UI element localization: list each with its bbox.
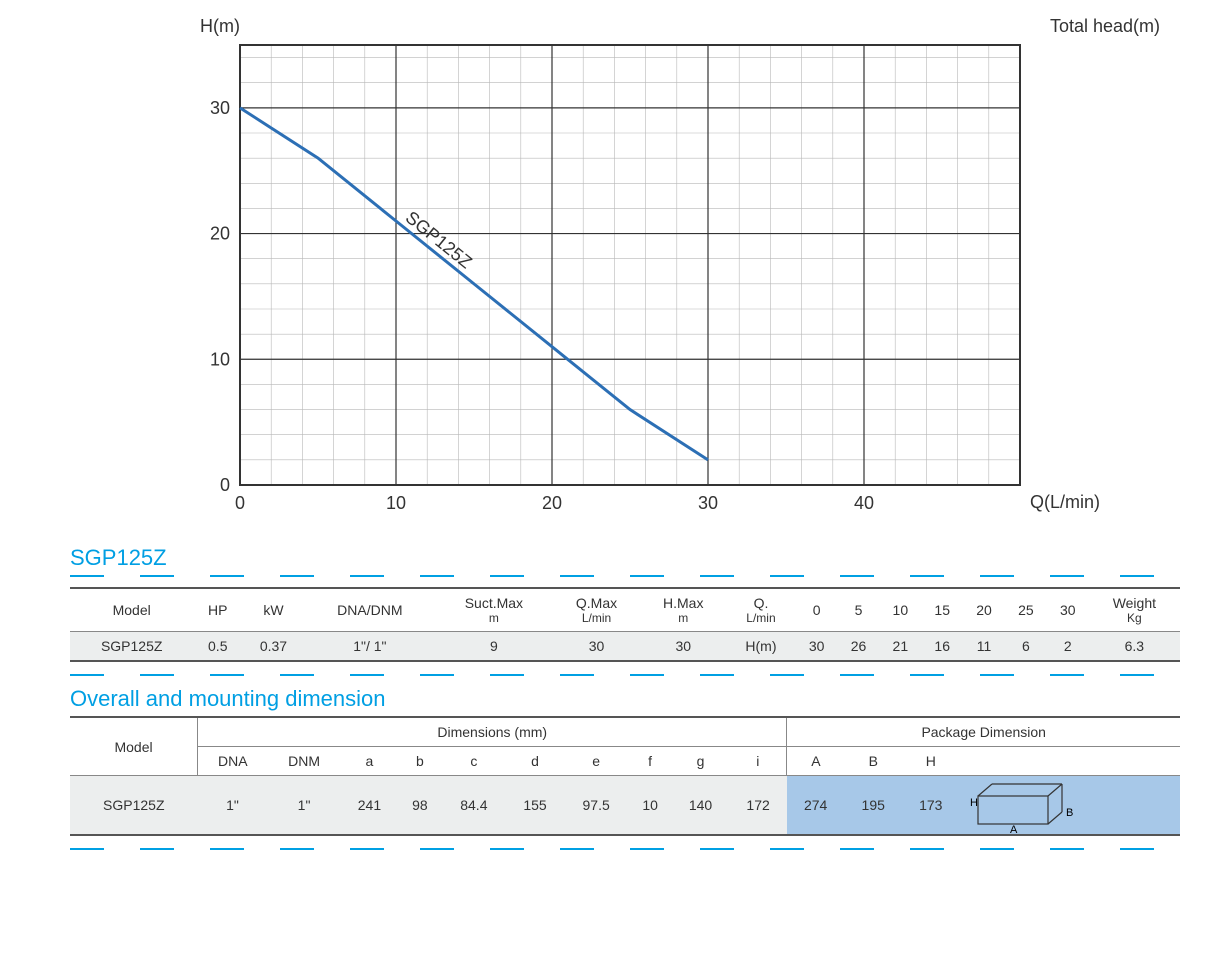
col-group-dimensions: Dimensions (mm) <box>198 717 787 747</box>
spec-col-9: 5 <box>838 589 880 632</box>
spec-col-1: HP <box>193 589 242 632</box>
spec-cell-3: 1"/ 1" <box>305 632 435 662</box>
spec-cell-4: 9 <box>435 632 553 662</box>
dim-cell-12: 195 <box>844 776 902 836</box>
dim-cell-5: 84.4 <box>442 776 507 836</box>
col-group-package: Package Dimension <box>787 717 1180 747</box>
svg-text:10: 10 <box>210 349 230 369</box>
spec-col-8: 0 <box>796 589 838 632</box>
spec-cell-0: SGP125Z <box>70 632 193 662</box>
spec-col-10: 10 <box>879 589 921 632</box>
svg-text:20: 20 <box>542 493 562 513</box>
spec-col-13: 25 <box>1005 589 1047 632</box>
dim-col-8: g <box>672 747 730 776</box>
spec-cell-10: 21 <box>879 632 921 662</box>
dim-cell-4: 98 <box>398 776 441 836</box>
divider-dash-icon <box>70 674 1180 676</box>
x-axis-label: Q(L/min) <box>1030 492 1100 513</box>
dim-col-7: f <box>628 747 671 776</box>
dim-cell-13: 173 <box>902 776 960 836</box>
spec-cell-7: H(m) <box>726 632 795 662</box>
section-title-dimensions: Overall and mounting dimension <box>70 686 1189 712</box>
dim-col-10: A <box>787 747 845 776</box>
spec-cell-2: 0.37 <box>242 632 305 662</box>
svg-text:0: 0 <box>220 475 230 495</box>
dim-col-9: i <box>729 747 787 776</box>
package-box-icon: H A B <box>960 776 1180 836</box>
dim-cell-9: 140 <box>672 776 730 836</box>
dim-cell-3: 241 <box>341 776 399 836</box>
dim-col-5: d <box>506 747 564 776</box>
spec-cell-11: 16 <box>921 632 963 662</box>
spec-col-6: H.Maxm <box>640 589 726 632</box>
dim-col-0: DNA <box>198 747 268 776</box>
dim-cell-10: 172 <box>729 776 787 836</box>
dim-cell-11: 274 <box>787 776 845 836</box>
spec-col-7: Q.L/min <box>726 589 795 632</box>
svg-text:0: 0 <box>235 493 245 513</box>
dim-cell-0: SGP125Z <box>70 776 198 836</box>
spec-col-2: kW <box>242 589 305 632</box>
dim-col-6: e <box>564 747 629 776</box>
spec-col-3: DNA/DNM <box>305 589 435 632</box>
dim-col-1: DNM <box>267 747 340 776</box>
svg-text:30: 30 <box>210 98 230 118</box>
spec-table: ModelHPkWDNA/DNMSuct.MaxmQ.MaxL/minH.Max… <box>70 587 1180 662</box>
dim-col-11: B <box>844 747 902 776</box>
svg-text:20: 20 <box>210 224 230 244</box>
spec-col-14: 30 <box>1047 589 1089 632</box>
spec-cell-6: 30 <box>640 632 726 662</box>
dim-col-3: b <box>398 747 441 776</box>
dim-cell-6: 155 <box>506 776 564 836</box>
svg-text:A: A <box>1010 824 1018 834</box>
spec-cell-1: 0.5 <box>193 632 242 662</box>
chart-svg: 0 10 20 30 40 0 10 20 30 SGP125Z <box>190 20 1030 525</box>
spec-col-0: Model <box>70 589 193 632</box>
divider-dash-icon <box>70 575 1180 577</box>
spec-col-11: 15 <box>921 589 963 632</box>
svg-text:10: 10 <box>386 493 406 513</box>
spec-col-4: Suct.Maxm <box>435 589 553 632</box>
svg-text:SGP125Z: SGP125Z <box>402 207 476 272</box>
spec-col-5: Q.MaxL/min <box>553 589 640 632</box>
spec-cell-13: 6 <box>1005 632 1047 662</box>
spec-col-15: WeightKg <box>1089 589 1180 632</box>
svg-text:B: B <box>1066 807 1073 819</box>
divider-dash-icon <box>70 848 1180 850</box>
spec-cell-9: 26 <box>838 632 880 662</box>
dim-cell-1: 1" <box>198 776 268 836</box>
dim-cell-7: 97.5 <box>564 776 629 836</box>
dim-cell-2: 1" <box>267 776 340 836</box>
spec-cell-14: 2 <box>1047 632 1089 662</box>
dim-col-2: a <box>341 747 399 776</box>
dim-cell-8: 10 <box>628 776 671 836</box>
dimension-table: Model Dimensions (mm) Package Dimension … <box>70 716 1180 836</box>
performance-chart: H(m) Total head(m) 0102030400102030SGP12… <box>190 20 1010 525</box>
spec-cell-15: 6.3 <box>1089 632 1180 662</box>
spec-cell-12: 11 <box>963 632 1005 662</box>
spec-cell-5: 30 <box>553 632 640 662</box>
col-model: Model <box>70 717 198 776</box>
svg-text:30: 30 <box>698 493 718 513</box>
spec-col-12: 20 <box>963 589 1005 632</box>
svg-text:40: 40 <box>854 493 874 513</box>
dim-col-4: c <box>442 747 507 776</box>
dim-col-12: H <box>902 747 960 776</box>
section-title-model: SGP125Z <box>70 545 1189 571</box>
y-axis-label: H(m) <box>200 16 240 37</box>
dim-col-13 <box>960 747 1180 776</box>
spec-cell-8: 30 <box>796 632 838 662</box>
chart-title-right: Total head(m) <box>1050 16 1160 37</box>
svg-text:H: H <box>970 797 978 809</box>
